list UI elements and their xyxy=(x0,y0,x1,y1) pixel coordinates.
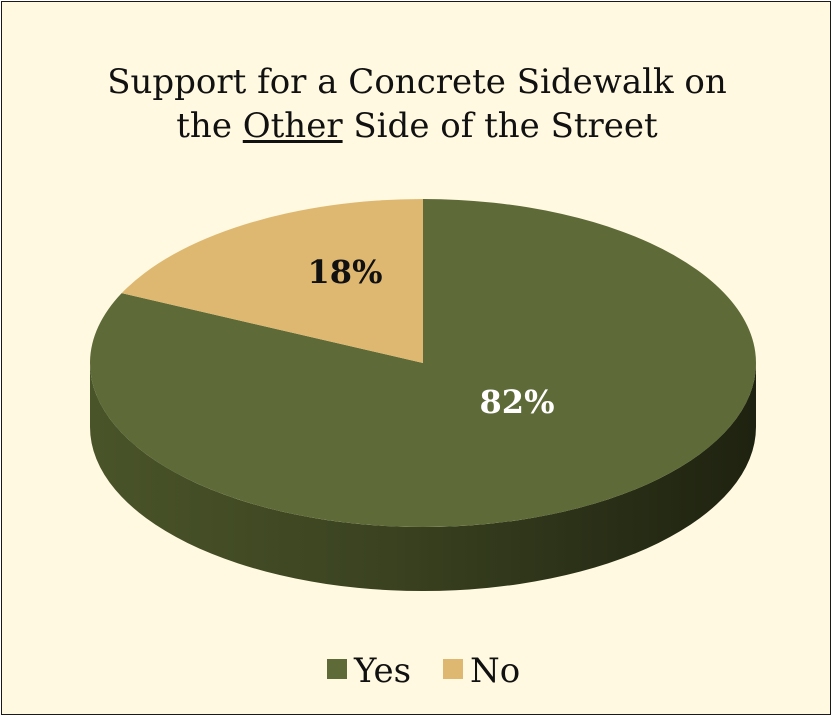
data-label-no: 18% xyxy=(308,253,383,291)
title-text-1: Support for a Concrete Sidewalk on xyxy=(107,62,727,102)
title-text-2: the xyxy=(176,106,243,146)
legend-swatch-no xyxy=(443,659,463,679)
pie-slice-no xyxy=(121,199,423,363)
pie-slices: 82% 18% xyxy=(89,199,756,591)
chart-title: Support for a Concrete Sidewalk on the O… xyxy=(2,60,832,148)
legend-label-no: No xyxy=(470,651,520,691)
title-line-1: Support for a Concrete Sidewalk on xyxy=(2,60,832,104)
title-line-2: the Other Side of the Street xyxy=(2,104,832,148)
legend: Yes No xyxy=(327,651,520,691)
title-text-3: Side of the Street xyxy=(342,106,658,146)
legend-swatch-yes xyxy=(327,659,347,679)
title-text-underlined: Other xyxy=(242,106,343,146)
pie-side-wall xyxy=(90,363,756,591)
pie-slice-yes xyxy=(89,199,756,528)
legend-label-yes: Yes xyxy=(353,651,411,691)
data-label-yes: 82% xyxy=(480,383,555,421)
